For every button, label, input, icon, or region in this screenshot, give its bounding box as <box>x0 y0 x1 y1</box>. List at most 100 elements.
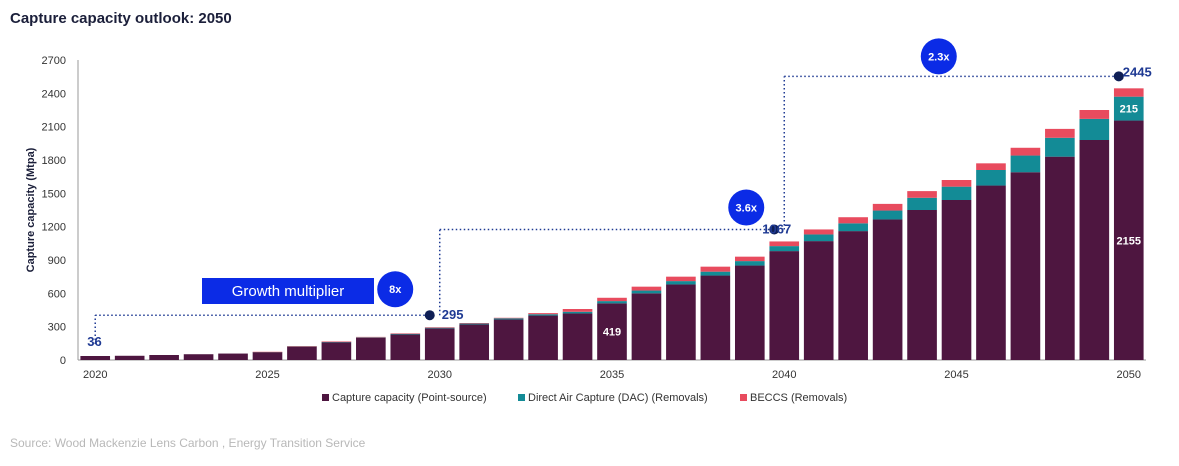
y-tick-label: 0 <box>60 355 66 367</box>
bar-stack <box>941 180 972 360</box>
legend-label: Direct Air Capture (DAC) (Removals) <box>528 392 708 404</box>
bar-segment-dac <box>941 186 972 200</box>
bar-segment-beccs <box>597 297 627 302</box>
bar-segment-point-source <box>1045 156 1075 360</box>
y-tick-label: 2400 <box>42 88 66 100</box>
bar-segment-point-source <box>666 284 696 360</box>
bar-segment-dac <box>769 246 800 252</box>
multiplier-bubble-label: 3.6x <box>736 202 758 214</box>
bar-segment-point-source <box>390 334 421 360</box>
x-tick-label: 2040 <box>772 369 796 381</box>
legend-swatch <box>322 394 329 401</box>
x-tick-label: 2045 <box>944 369 968 381</box>
bar-segment-point-source <box>597 303 627 360</box>
bar-stack <box>80 356 111 360</box>
bar-segment-point-source <box>769 251 800 360</box>
bar-stack <box>1045 128 1075 360</box>
bar-segment-point-source <box>803 241 834 360</box>
bar-stack <box>321 341 352 360</box>
bar-stack <box>769 241 800 360</box>
bar-segment-beccs <box>803 229 834 235</box>
bar-segment-beccs <box>976 163 1006 170</box>
bar-stack <box>149 355 179 360</box>
bar-stack <box>493 317 524 360</box>
bar-stack <box>390 333 421 360</box>
x-tick-label: 2035 <box>600 369 624 381</box>
bar-segment-point-source <box>734 265 765 360</box>
bar-segment-beccs <box>493 317 524 319</box>
bar-segment-beccs <box>700 266 731 272</box>
y-tick-label: 300 <box>48 322 66 334</box>
multiplier-bubble <box>377 271 414 308</box>
bar-stack <box>287 346 317 360</box>
x-tick-label: 2025 <box>255 369 279 381</box>
bar-segment-beccs <box>941 180 972 187</box>
bar-segment-dac <box>976 170 1006 186</box>
chart-title: Capture capacity outlook: 2050 <box>10 10 232 27</box>
multiplier-bubble-label: 8x <box>389 284 402 296</box>
bar-stack <box>183 354 214 360</box>
bar-segment-beccs <box>872 203 903 211</box>
bar-segment-point-source <box>1079 140 1110 360</box>
bar-segment-point-source <box>149 355 179 360</box>
legend-swatch <box>740 394 747 401</box>
callout-value-label: 36 <box>87 334 101 349</box>
legend: Capture capacity (Point-source) Direct Ai… <box>322 392 847 404</box>
x-tick-label: 2020 <box>83 369 107 381</box>
bar-segment-dac <box>1113 96 1144 121</box>
x-tick-label: 2030 <box>427 369 451 381</box>
legend-item: Capture capacity (Point-source) <box>322 392 487 404</box>
bar-segment-beccs <box>287 346 317 347</box>
bar-segment-beccs <box>907 191 937 198</box>
legend-label: Capture capacity (Point-source) <box>332 392 487 404</box>
bar-segment-dac <box>1045 137 1075 157</box>
bar-segment-point-source <box>1113 120 1144 360</box>
bar-segment-dac <box>493 318 524 320</box>
legend-item: Direct Air Capture (DAC) (Removals) <box>518 392 708 404</box>
bar-segment-dac <box>838 223 868 232</box>
y-tick-label: 600 <box>48 288 66 300</box>
bar-stack <box>907 191 937 360</box>
bar-stack <box>424 327 455 360</box>
bar-segment-point-source <box>80 356 111 360</box>
bar-stack <box>631 286 662 360</box>
bar-segment-beccs <box>459 323 490 324</box>
bar-stack <box>1010 147 1041 360</box>
bar-segment-point-source <box>976 185 1006 360</box>
bar-segment-point-source <box>493 319 524 360</box>
bar-segment-beccs <box>321 341 352 342</box>
callout-value-label: 2445 <box>1123 64 1152 79</box>
bar-segment-dac <box>459 323 490 325</box>
bar-stack <box>1079 110 1110 360</box>
bar-segment-beccs <box>1010 147 1041 156</box>
y-tick-label: 2100 <box>42 122 66 134</box>
legend-item: BECCS (Removals) <box>740 392 847 404</box>
callout-value-label: 1067 <box>762 221 791 236</box>
y-tick-label: 900 <box>48 255 66 267</box>
bar-stack <box>356 336 386 360</box>
y-tick-label: 2700 <box>42 55 66 67</box>
bar-segment-beccs <box>1079 110 1110 119</box>
bar-stack <box>218 353 248 360</box>
bar-segment-dac <box>356 337 386 338</box>
bar-segment-beccs <box>528 313 558 315</box>
bar-segment-dac <box>390 333 421 335</box>
multiplier-bubble-label: 2.3x <box>928 51 950 63</box>
bar-segment-point-source <box>252 352 283 360</box>
bar-segment-dac <box>734 261 765 266</box>
bar-segment-point-source <box>631 293 662 360</box>
bar-segment-dac <box>1079 118 1110 140</box>
bar-segment-point-source <box>838 231 868 360</box>
bar-segment-beccs <box>424 327 455 328</box>
bar-stack <box>872 203 903 360</box>
bar-segment-point-source <box>287 346 317 360</box>
multiplier-end-dot <box>1113 71 1124 82</box>
y-tick-label: 1500 <box>42 188 66 200</box>
bar-stack <box>114 355 145 360</box>
source-note: Source: Wood Mackenzie Lens Carbon , Ene… <box>10 436 366 450</box>
bar-segment-point-source <box>700 275 731 360</box>
bar-segment-dac <box>803 234 834 242</box>
bar-stack <box>252 351 283 360</box>
bar-segment-beccs <box>769 241 800 247</box>
bar-segment-point-source <box>459 324 490 360</box>
